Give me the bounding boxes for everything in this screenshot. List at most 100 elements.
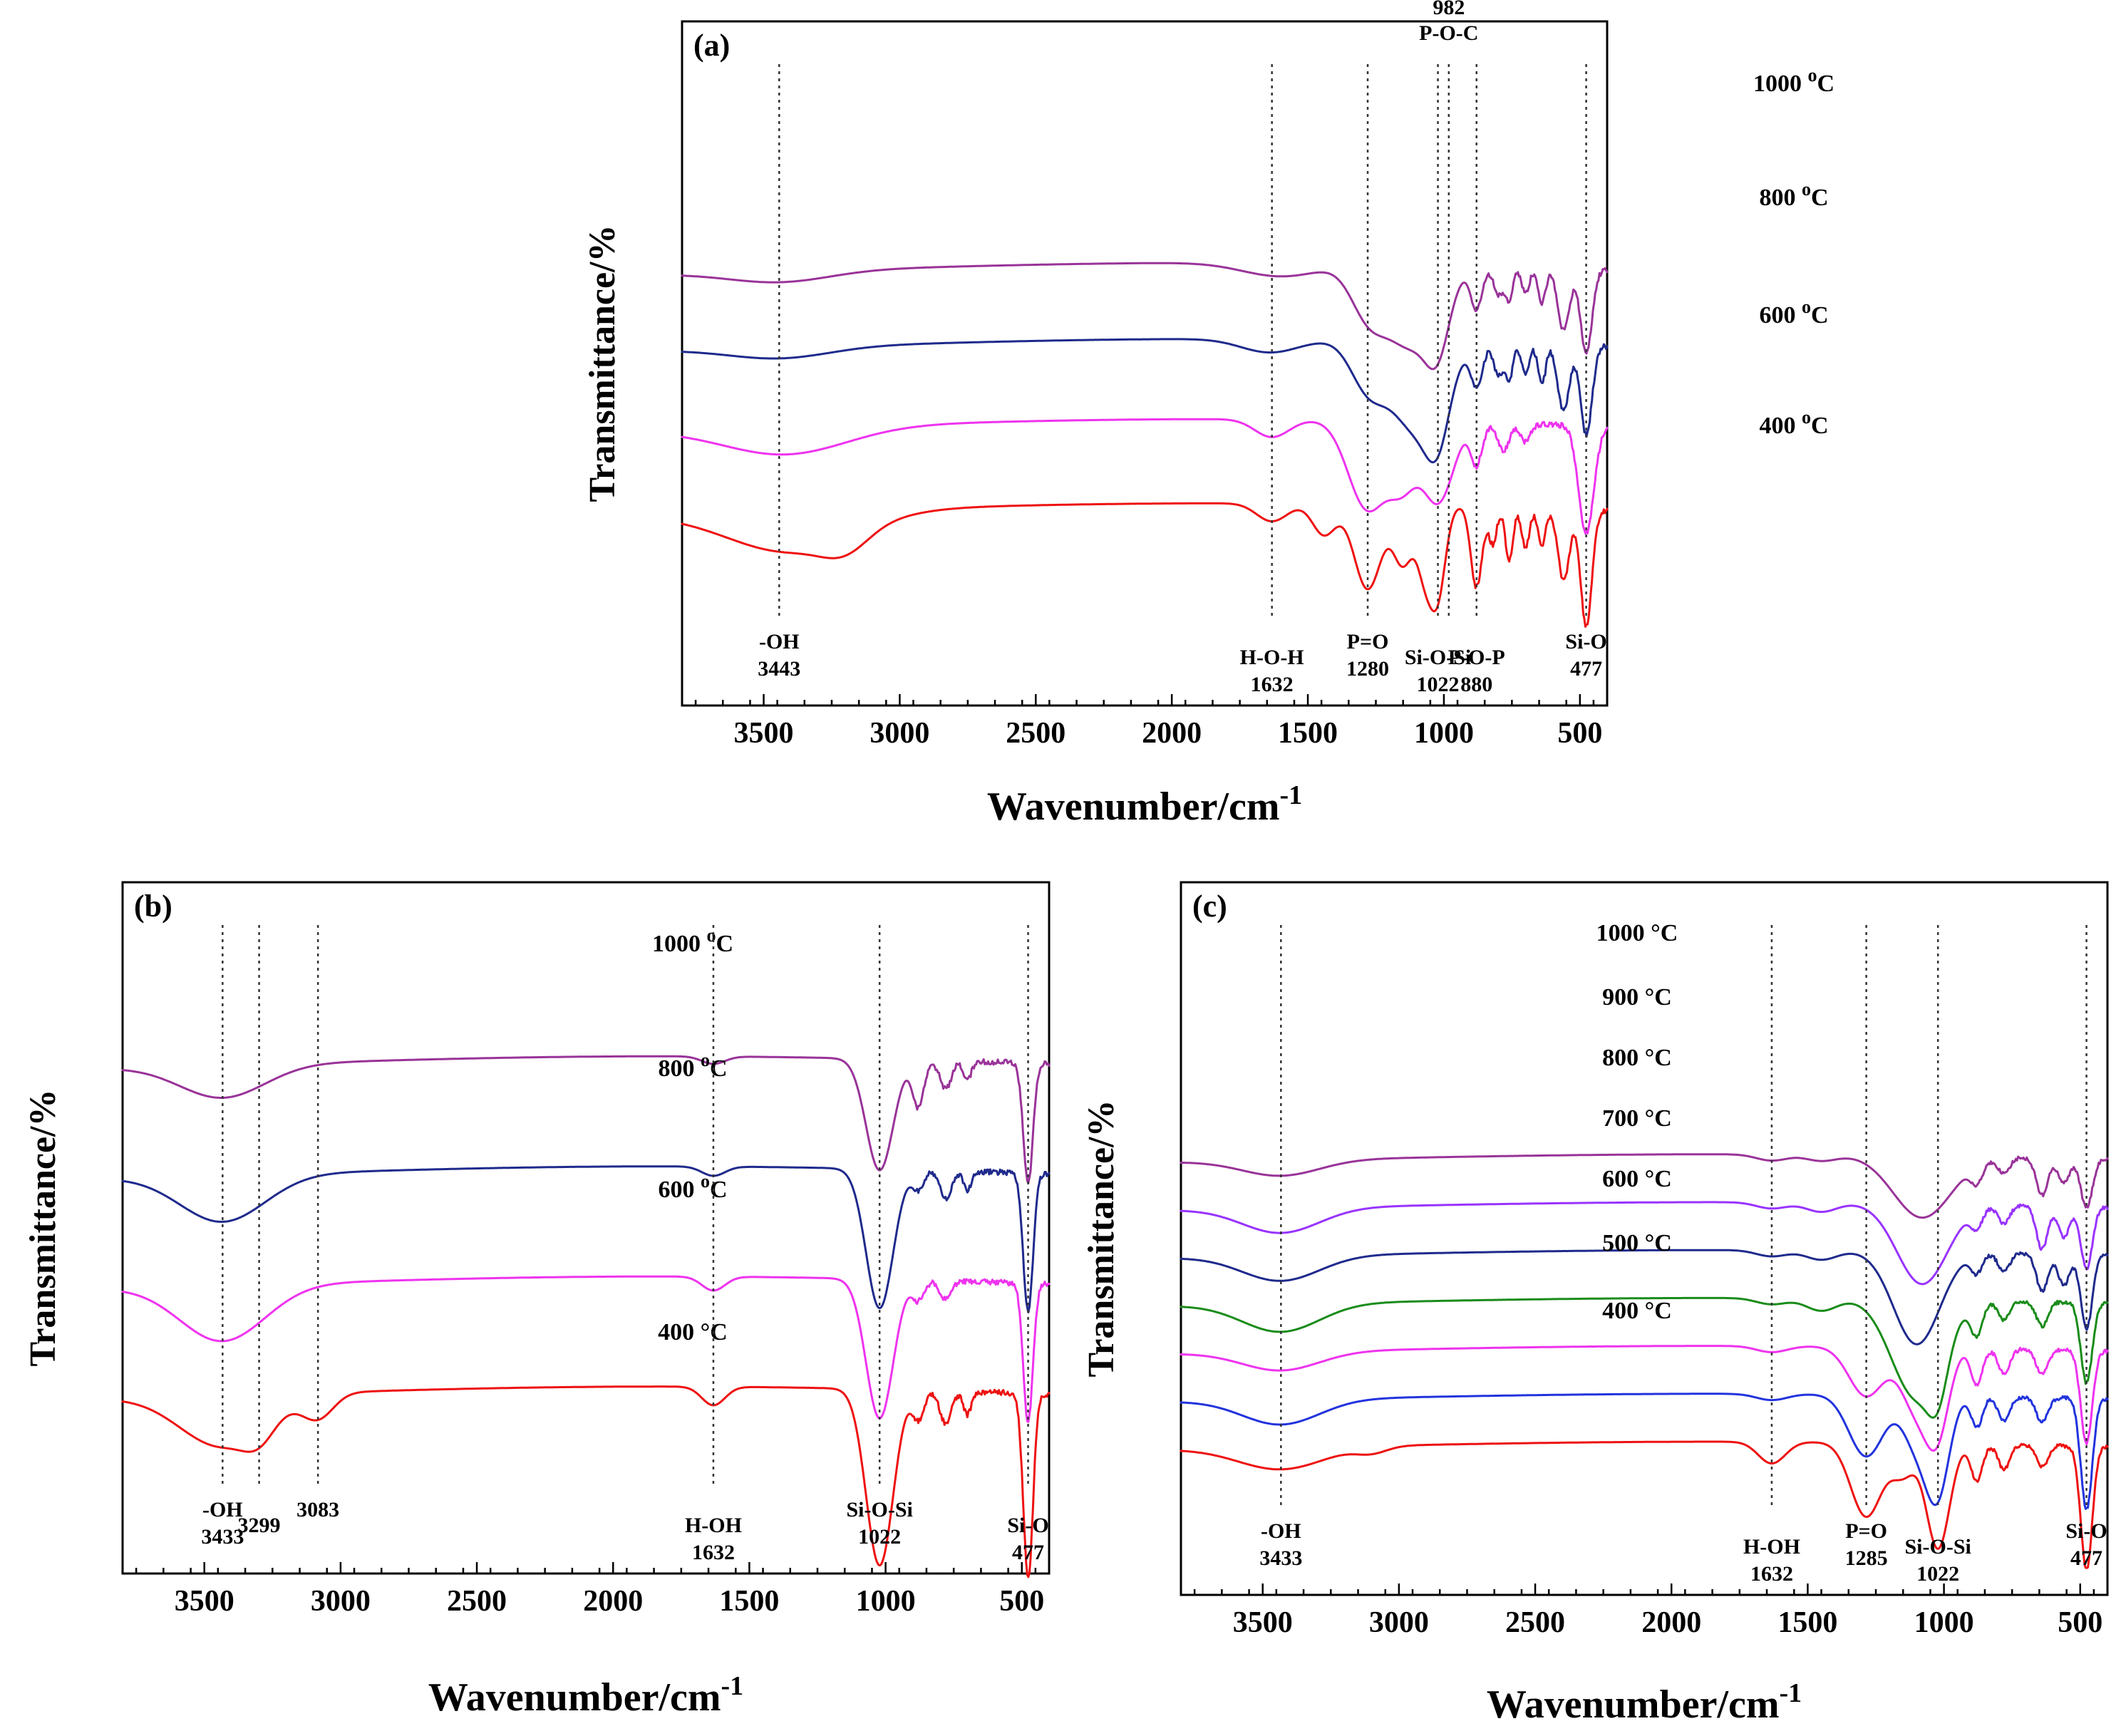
band-annotation: 3433 bbox=[201, 1525, 244, 1549]
band-annotation: Si-O-Si bbox=[1405, 646, 1471, 669]
band-annotation: 3433 bbox=[1259, 1546, 1302, 1570]
x-tick-label: 500 bbox=[999, 1585, 1044, 1618]
band-annotation: 477 bbox=[2070, 1546, 2102, 1570]
band-annotation: 1022 bbox=[1916, 1562, 1959, 1586]
band-annotation: P-O-P bbox=[1448, 646, 1505, 669]
series-line-700 bbox=[1180, 1296, 2109, 1419]
series-label: 500 °C bbox=[1602, 1230, 1672, 1256]
band-annotation: P=O bbox=[1845, 1519, 1887, 1543]
band-annotation: Si-O bbox=[1007, 1514, 1048, 1537]
x-tick-label: 1500 bbox=[1777, 1606, 1837, 1639]
panel-frame bbox=[121, 881, 1051, 1575]
series-line-600 bbox=[1180, 1345, 2109, 1452]
band-annotation: 1022 bbox=[858, 1525, 901, 1549]
band-annotation: H-OH bbox=[685, 1514, 742, 1537]
band-annotation: P=O bbox=[1347, 630, 1389, 653]
series-label: 1000 oC bbox=[1753, 65, 1834, 97]
x-axis-label: Wavenumber/cm-1 bbox=[1487, 1678, 1802, 1727]
series-line-800 bbox=[121, 1165, 1051, 1313]
band-annotation: 3083 bbox=[296, 1498, 339, 1521]
series-line-600 bbox=[681, 418, 1609, 535]
band-annotation: -OH bbox=[202, 1498, 243, 1521]
band-annotation: 477 bbox=[1570, 657, 1602, 681]
series-label: 400 °C bbox=[658, 1319, 728, 1345]
series-line-1000 bbox=[121, 1055, 1051, 1184]
x-axis-label: Wavenumber/cm-1 bbox=[428, 1671, 743, 1720]
band-annotation: -OH bbox=[759, 630, 800, 653]
band-annotation: 3443 bbox=[758, 657, 800, 681]
band-annotation: 1632 bbox=[1251, 673, 1294, 696]
panel-a: 3500 3000 2500 2000 1500 1000 500 (a) 1000 oC 800… bbox=[582, 0, 1834, 829]
x-tick-label: 2000 bbox=[1641, 1606, 1701, 1639]
series-label: 400 °C bbox=[1602, 1298, 1672, 1324]
y-axis-label: Transmittance/% bbox=[23, 1090, 63, 1367]
series-line-400 bbox=[1180, 1440, 2109, 1569]
band-annotation: 1632 bbox=[1750, 1562, 1793, 1586]
band-annotation: P-O-C bbox=[1419, 21, 1478, 45]
panel-label: (b) bbox=[134, 889, 172, 924]
series-line-400 bbox=[681, 502, 1609, 628]
series-line-800 bbox=[681, 338, 1609, 464]
series-label: 600 oC bbox=[1759, 296, 1828, 329]
band-annotation: 3299 bbox=[238, 1514, 281, 1537]
panel-b: 3500 3000 2500 2000 1500 1000 500 (b) 1000 oC 800… bbox=[23, 881, 1051, 1720]
band-annotation: 982 bbox=[1433, 0, 1465, 19]
x-tick-label: 2500 bbox=[1505, 1606, 1565, 1639]
panel-frame bbox=[1180, 881, 2109, 1596]
x-tick-label: 3000 bbox=[869, 717, 929, 750]
x-tick-label: 3500 bbox=[175, 1585, 234, 1618]
series-label: 900 °C bbox=[1602, 984, 1672, 1011]
band-annotation: H-O-H bbox=[1240, 646, 1304, 669]
series-label: 1000 oC bbox=[652, 925, 733, 957]
panel-c: 3500 3000 2500 2000 1500 1000 500 (c) 1000 °C 900… bbox=[1081, 881, 2109, 1727]
panel-label: (a) bbox=[693, 28, 730, 63]
x-tick-label: 1500 bbox=[719, 1585, 779, 1618]
series-line-500 bbox=[1180, 1393, 2109, 1510]
series-line-1000 bbox=[1180, 1153, 2109, 1219]
series-line-600 bbox=[121, 1275, 1051, 1423]
x-tick-label: 2000 bbox=[1142, 717, 1202, 750]
panel-label: (c) bbox=[1192, 889, 1227, 924]
band-annotation: 1280 bbox=[1346, 657, 1389, 681]
band-annotation: Si-O-Si bbox=[846, 1498, 912, 1521]
series-label: 800 °C bbox=[1602, 1045, 1672, 1071]
x-tick-label: 1000 bbox=[1414, 717, 1474, 750]
series-label: 700 °C bbox=[1602, 1105, 1672, 1132]
panel-frame bbox=[681, 20, 1609, 707]
band-annotation: 477 bbox=[1012, 1541, 1044, 1564]
band-annotation: Si-O-Si bbox=[1904, 1535, 1971, 1559]
band-annotation: -OH bbox=[1261, 1519, 1301, 1543]
x-tick-label: 1500 bbox=[1278, 717, 1338, 750]
x-tick-label: 500 bbox=[2058, 1606, 2102, 1639]
x-tick-label: 1000 bbox=[1914, 1606, 1974, 1639]
band-annotation: 1632 bbox=[692, 1541, 735, 1564]
series-label: 800 oC bbox=[1759, 179, 1828, 211]
x-tick-label: 3000 bbox=[1369, 1606, 1429, 1639]
band-annotation: 1022 bbox=[1417, 673, 1460, 696]
series-line-1000 bbox=[681, 262, 1609, 371]
y-axis-label: Transmittance/% bbox=[1081, 1100, 1122, 1378]
x-tick-label: 1000 bbox=[856, 1585, 916, 1618]
series-label: 800 oC bbox=[658, 1050, 727, 1082]
band-annotation: Si-O bbox=[2065, 1519, 2107, 1543]
series-line-400 bbox=[121, 1385, 1051, 1579]
series-label: 1000 °C bbox=[1596, 920, 1678, 946]
band-annotation: H-OH bbox=[1743, 1535, 1800, 1559]
series-label: 400 oC bbox=[1759, 407, 1828, 439]
y-axis-label: Transmittance/% bbox=[582, 225, 623, 502]
series-label: 600 °C bbox=[1602, 1166, 1672, 1192]
x-tick-label: 3500 bbox=[1233, 1606, 1293, 1639]
x-tick-label: 2500 bbox=[1006, 717, 1065, 750]
x-tick-label: 3000 bbox=[311, 1585, 371, 1618]
band-annotation: 1285 bbox=[1845, 1546, 1888, 1570]
x-axis-label: Wavenumber/cm-1 bbox=[987, 780, 1302, 829]
band-annotation: Si-O bbox=[1565, 630, 1606, 653]
x-tick-label: 3500 bbox=[734, 717, 794, 750]
band-annotation: 880 bbox=[1460, 673, 1492, 696]
x-tick-label: 2500 bbox=[447, 1585, 507, 1618]
x-tick-label: 500 bbox=[1557, 717, 1602, 750]
x-tick-label: 2000 bbox=[583, 1585, 643, 1618]
series-line-900 bbox=[1180, 1201, 2109, 1286]
series-line-800 bbox=[1180, 1249, 2109, 1345]
